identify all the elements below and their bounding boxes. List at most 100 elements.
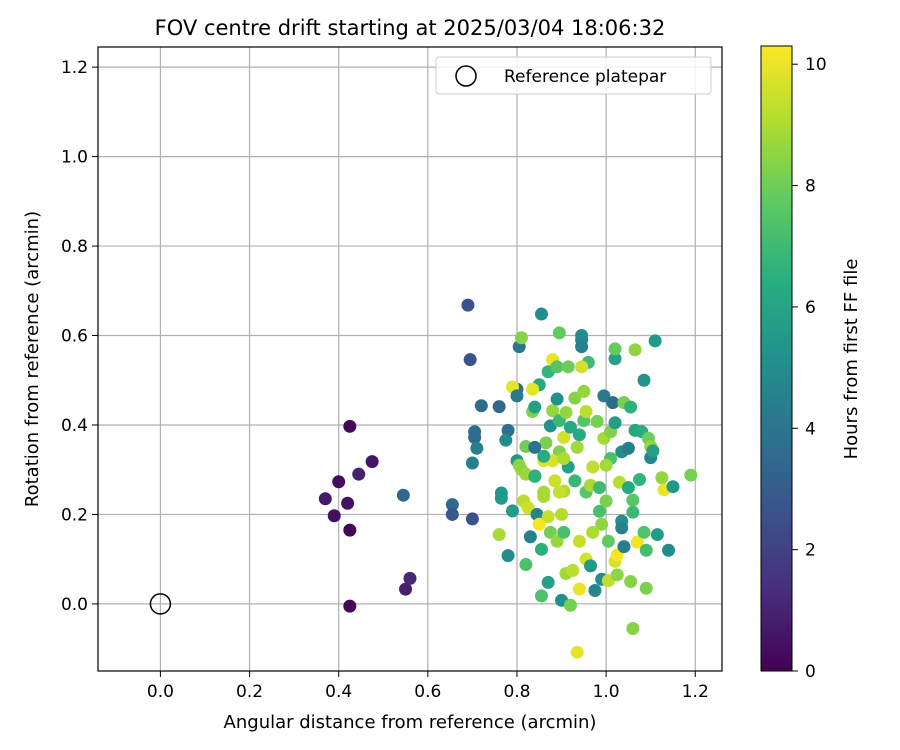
data-point [537, 449, 551, 463]
reference-platepar-marker [149, 593, 172, 615]
data-point [624, 400, 638, 414]
x-axis-label: Angular distance from reference (arcmin) [224, 712, 597, 733]
data-point [572, 582, 586, 596]
data-point [523, 530, 537, 544]
data-point [318, 492, 332, 506]
data-point [610, 568, 624, 582]
data-point [650, 528, 664, 542]
data-point [568, 391, 582, 405]
data-point [617, 540, 631, 554]
data-point [465, 456, 479, 470]
x-tick-label: 0.8 [503, 682, 530, 702]
data-point [588, 583, 602, 597]
data-point [445, 507, 459, 521]
x-tick-label: 1.0 [593, 682, 620, 702]
data-point [510, 389, 524, 403]
data-point [566, 563, 580, 577]
data-point [666, 480, 680, 494]
data-point [341, 496, 355, 510]
data-point [637, 373, 651, 387]
data-point [563, 598, 577, 612]
data-point [568, 474, 582, 488]
data-point [628, 343, 642, 357]
data-point [528, 440, 542, 454]
data-point [592, 481, 606, 495]
data-point [572, 428, 586, 442]
data-point [575, 340, 589, 354]
data-point [514, 331, 528, 345]
plot-area-frame [97, 46, 723, 672]
data-point [399, 582, 413, 596]
data-point [561, 360, 575, 374]
data-point [534, 307, 548, 321]
data-point [555, 507, 569, 521]
data-point [552, 485, 566, 499]
data-point [648, 334, 662, 348]
data-point [626, 505, 640, 519]
legend-entry-reference-platepar: Reference platepar [504, 67, 666, 87]
data-point [332, 475, 346, 489]
legend-box [435, 56, 712, 95]
data-point [492, 400, 506, 414]
data-point [550, 534, 564, 548]
data-point [626, 622, 640, 636]
data-point [662, 543, 676, 557]
data-point [352, 467, 366, 481]
y-tick-label: 1.0 [61, 148, 88, 168]
data-point [621, 481, 635, 495]
data-point [626, 493, 640, 507]
data-point [557, 525, 571, 539]
x-tick-label: 0.4 [325, 682, 352, 702]
data-point [537, 490, 551, 504]
data-point [608, 416, 622, 430]
data-point [534, 589, 548, 603]
y-tick-label: 1.2 [61, 58, 88, 78]
data-point [584, 559, 598, 573]
data-point [521, 501, 535, 515]
data-point [530, 507, 544, 521]
x-axis-ticks: 0.0 0.2 0.4 0.6 0.8 1.0 1.2 [147, 671, 709, 702]
data-point [633, 473, 647, 487]
data-point [570, 440, 584, 454]
data-point [550, 392, 564, 406]
y-axis-label: Rotation from reference (arcmin) [22, 211, 43, 507]
data-point [572, 534, 586, 548]
data-point [624, 575, 638, 589]
data-point [599, 458, 613, 472]
data-point [630, 535, 644, 549]
data-point [534, 542, 548, 556]
legend-marker-icon [455, 65, 477, 87]
data-point [543, 525, 557, 539]
x-tick-label: 0.2 [236, 682, 263, 702]
data-point [492, 528, 506, 542]
data-point [639, 581, 653, 595]
legend: Reference platepar [435, 56, 712, 95]
data-point [327, 509, 341, 523]
data-point [528, 400, 542, 414]
colorbar-tick-label: 10 [805, 55, 827, 75]
data-point [526, 382, 540, 396]
data-point [463, 353, 477, 367]
data-point [586, 525, 600, 539]
data-point [512, 458, 526, 472]
y-axis-ticks: 0.0 0.2 0.4 0.6 0.8 1.0 1.2 [61, 58, 98, 615]
data-point [559, 405, 573, 419]
data-point [494, 491, 508, 505]
data-point [461, 298, 475, 312]
data-point [546, 404, 560, 418]
data-point [501, 549, 515, 563]
y-tick-label: 0.2 [61, 505, 88, 525]
y-tick-label: 0.4 [61, 416, 88, 436]
data-point [539, 436, 553, 450]
data-point [590, 414, 604, 428]
data-point [396, 488, 410, 502]
data-point [465, 512, 479, 526]
data-point [592, 504, 606, 518]
data-point [606, 396, 620, 410]
chart-title: FOV centre drift starting at 2025/03/04 … [155, 16, 666, 40]
data-point [470, 441, 484, 455]
data-point [343, 523, 357, 537]
data-point [557, 452, 571, 466]
data-point [599, 494, 613, 508]
data-point [474, 399, 488, 413]
